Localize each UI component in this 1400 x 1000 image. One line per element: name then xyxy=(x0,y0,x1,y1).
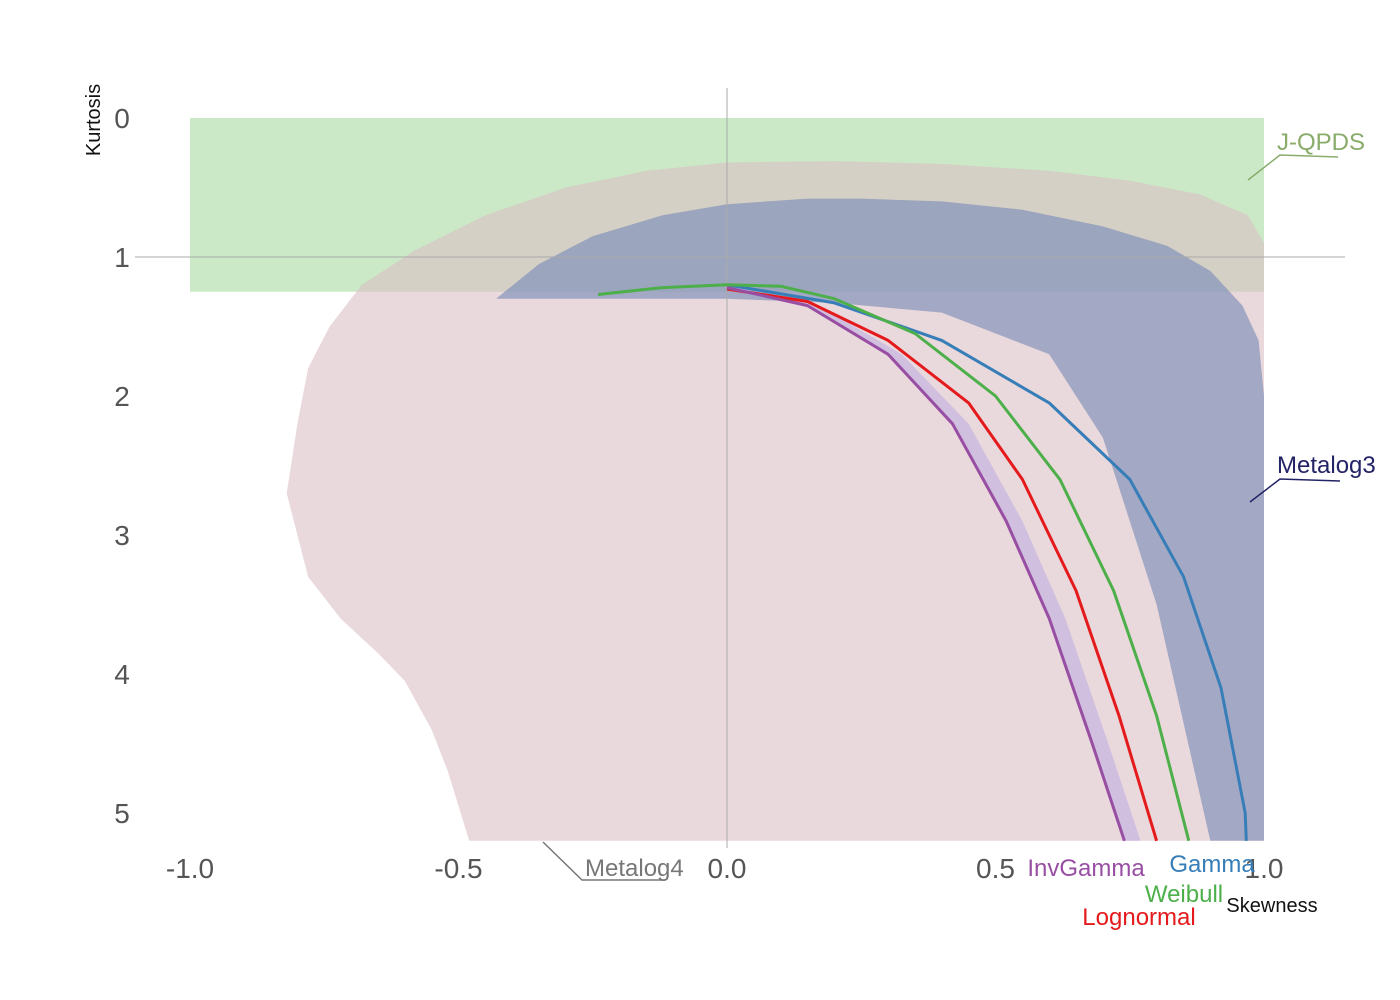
x-tick-label: 0.5 xyxy=(976,853,1015,884)
y-tick-label: 1 xyxy=(114,242,130,273)
series-line-invgamma xyxy=(726,286,1126,842)
y-tick-label: 3 xyxy=(114,520,130,551)
series-label-invgamma: InvGamma xyxy=(1027,855,1145,882)
series-line-weibull xyxy=(597,283,1191,842)
tick-labels: -1.0 -0.5 0.0 0.5 1.0 0 1 2 3 4 5 xyxy=(114,103,1283,884)
series-line-lognormal xyxy=(726,287,1159,842)
leader-line-metalog3 xyxy=(1249,478,1341,503)
region-label-metalog3: Metalog3 xyxy=(1277,452,1376,479)
x-tick-label: -0.5 xyxy=(434,853,482,884)
series-label-lognormal: Lognormal xyxy=(1082,904,1195,931)
leader-line-j-qpds xyxy=(1247,154,1339,181)
x-tick-label: -1.0 xyxy=(166,853,214,884)
y-tick-label: 2 xyxy=(114,381,130,412)
y-tick-label: 4 xyxy=(114,659,130,690)
region-label-metalog4: Metalog4 xyxy=(585,855,684,882)
series-label-gamma: Gamma xyxy=(1169,851,1255,878)
y-tick-label: 5 xyxy=(114,798,130,829)
region-invgamma-band xyxy=(727,287,1141,841)
series-label-weibull: Weibull xyxy=(1145,881,1223,908)
annotations: J-QPDS Metalog4 Metalog3 Gamma WeibullLognor… xyxy=(542,129,1376,931)
x-tick-label: 0.0 xyxy=(708,853,747,884)
x-tick-label: 1.0 xyxy=(1245,853,1284,884)
regions-layer xyxy=(190,118,1265,841)
region-label-j-qpds: J-QPDS xyxy=(1277,129,1365,156)
leader-line-metalog4 xyxy=(542,841,665,881)
region-metalog3 xyxy=(496,198,1265,841)
y-axis-title: Kurtosis xyxy=(83,84,105,156)
x-axis-title: Skewness xyxy=(1226,895,1317,917)
y-tick-label: 0 xyxy=(114,103,130,134)
reference-lines xyxy=(135,88,1345,848)
series-layer xyxy=(597,283,1248,842)
